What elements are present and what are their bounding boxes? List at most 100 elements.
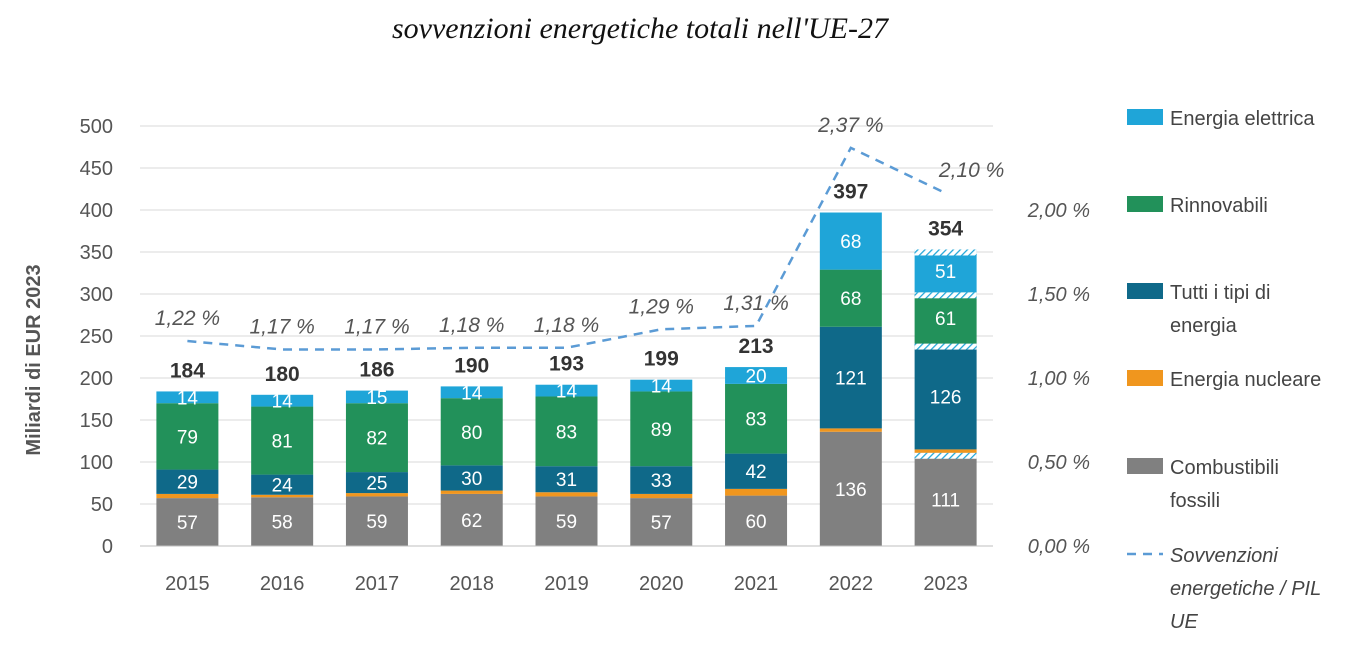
bar-segment <box>156 403 219 470</box>
ratio-label: 2,10 % <box>938 159 1004 182</box>
legend-line-label: Sovvenzioni energetiche / PIL UE <box>1170 545 1321 633</box>
bar-group-2020: 57 33 89 14 199 <box>630 348 693 546</box>
bar-segment <box>345 493 408 497</box>
legend-swatch <box>1127 458 1163 474</box>
y-tick-label: 400 <box>80 200 113 222</box>
x-tick-label: 2022 <box>829 573 874 595</box>
ratio-label: 1,18 % <box>534 314 599 337</box>
bar-segment <box>251 494 314 498</box>
bar-value-label: 30 <box>461 469 482 490</box>
bar-segment <box>345 472 408 494</box>
bar-total-label: 213 <box>739 335 774 358</box>
bar-total-label: 397 <box>833 181 868 204</box>
bar-value-label: 57 <box>177 513 198 534</box>
legend-item: Tutti i tipi di energia <box>1127 282 1270 337</box>
x-tick-label: 2021 <box>734 573 779 595</box>
bar-segment-estimate-band <box>914 452 977 459</box>
bar-total-label: 186 <box>359 359 394 382</box>
bar-group-2017: 59 25 82 15 186 <box>345 359 408 546</box>
x-tick-label: 2017 <box>355 573 400 595</box>
legend-item: Rinnovabili <box>1127 195 1268 217</box>
bar-value-label: 79 <box>177 427 198 448</box>
x-tick-label: 2020 <box>639 573 684 595</box>
x-tick-label: 2016 <box>260 573 305 595</box>
bar-value-label: 58 <box>272 513 293 534</box>
bar-segment <box>535 396 598 467</box>
bar-segment <box>345 403 408 473</box>
legend-label: Tutti i tipi di energia <box>1170 282 1270 337</box>
legend-swatch <box>1127 109 1163 125</box>
x-tick-label: 2018 <box>449 573 494 595</box>
ratio-label: 1,17 % <box>249 315 314 338</box>
x-tick-label: 2015 <box>165 573 210 595</box>
ratio-line <box>187 146 947 351</box>
y-tick-label: 250 <box>80 326 113 348</box>
bar-value-label: 68 <box>840 232 861 253</box>
bar-value-label: 83 <box>556 422 577 443</box>
bar-value-label: 60 <box>745 512 766 533</box>
legend-swatch <box>1127 196 1163 212</box>
gdp-ratio-line: 1,22 % 1,17 % 1,17 % 1,18 % 1,18 % 1,29 % 1,31… <box>155 114 1004 351</box>
bar-segment <box>535 384 598 397</box>
bar-total-label: 199 <box>644 348 679 371</box>
bar-segment <box>725 488 788 496</box>
bar-segment <box>630 493 693 499</box>
y-tick-label: 500 <box>80 116 113 138</box>
bar-value-label: 51 <box>935 262 956 283</box>
legend-item: Combustibili fossili <box>1127 457 1279 512</box>
legend: Energia elettrica Rinnovabili Tutti i tipi… <box>1127 108 1321 633</box>
bar-value-label: 14 <box>651 377 673 398</box>
bar-value-label: 89 <box>651 420 672 441</box>
bar-segment <box>535 492 598 497</box>
bar-segment <box>440 386 503 399</box>
bar-total-label: 193 <box>549 353 584 376</box>
bar-group-2016: 58 24 81 14 180 <box>251 363 314 546</box>
bar-segment <box>156 391 219 404</box>
y-tick-label: 450 <box>80 158 113 180</box>
ratio-label: 1,29 % <box>629 295 694 318</box>
y-tick-label: 350 <box>80 242 113 264</box>
bar-segment <box>535 466 598 493</box>
bar-group-2021: 60 42 83 20 213 <box>725 335 788 546</box>
bar-segment <box>251 474 314 495</box>
bar-value-label: 81 <box>272 432 293 453</box>
y-tick-label: 200 <box>80 368 113 390</box>
bar-segment <box>725 453 788 489</box>
legend-item: Energia nucleare <box>1127 369 1321 391</box>
y2-tick-label: 1,00 % <box>1028 368 1090 390</box>
bar-segment <box>440 398 503 466</box>
bar-segment <box>345 390 408 404</box>
bar-segment <box>630 498 693 546</box>
bar-segment <box>156 498 219 546</box>
bar-group-2023: 111 126 61 51 354 <box>914 217 977 546</box>
bar-value-label: 14 <box>272 392 294 413</box>
bar-value-label: 24 <box>272 476 294 497</box>
bar-segment-estimate-band <box>914 343 977 350</box>
bar-value-label: 126 <box>930 387 962 408</box>
bar-total-label: 180 <box>265 363 300 386</box>
bar-group-2018: 62 30 80 14 190 <box>440 354 503 546</box>
bar-group-2019: 59 31 83 14 193 <box>535 353 598 546</box>
bar-value-label: 82 <box>366 429 387 450</box>
y-tick-label: 150 <box>80 410 113 432</box>
bar-segment <box>914 292 977 344</box>
x-tick-label: 2019 <box>544 573 589 595</box>
bar-value-label: 83 <box>745 410 766 431</box>
bar-segment <box>914 343 977 450</box>
bar-value-label: 136 <box>835 480 867 501</box>
ratio-label: 2,37 % <box>817 114 883 137</box>
legend-label: Energia nucleare <box>1170 369 1321 391</box>
bar-segment <box>630 379 693 392</box>
bar-segment <box>819 326 882 429</box>
bar-segment <box>156 469 219 494</box>
bar-value-label: 59 <box>366 512 387 533</box>
bar-total-label: 190 <box>454 354 489 377</box>
y2-tick-label: 1,50 % <box>1028 284 1090 306</box>
legend-swatch <box>1127 283 1163 299</box>
bar-segment-estimate-band <box>914 249 977 256</box>
bar-value-label: 29 <box>177 473 198 494</box>
bar-value-label: 68 <box>840 289 861 310</box>
y-tick-label: 100 <box>80 452 113 474</box>
bar-total-label: 354 <box>928 217 963 240</box>
